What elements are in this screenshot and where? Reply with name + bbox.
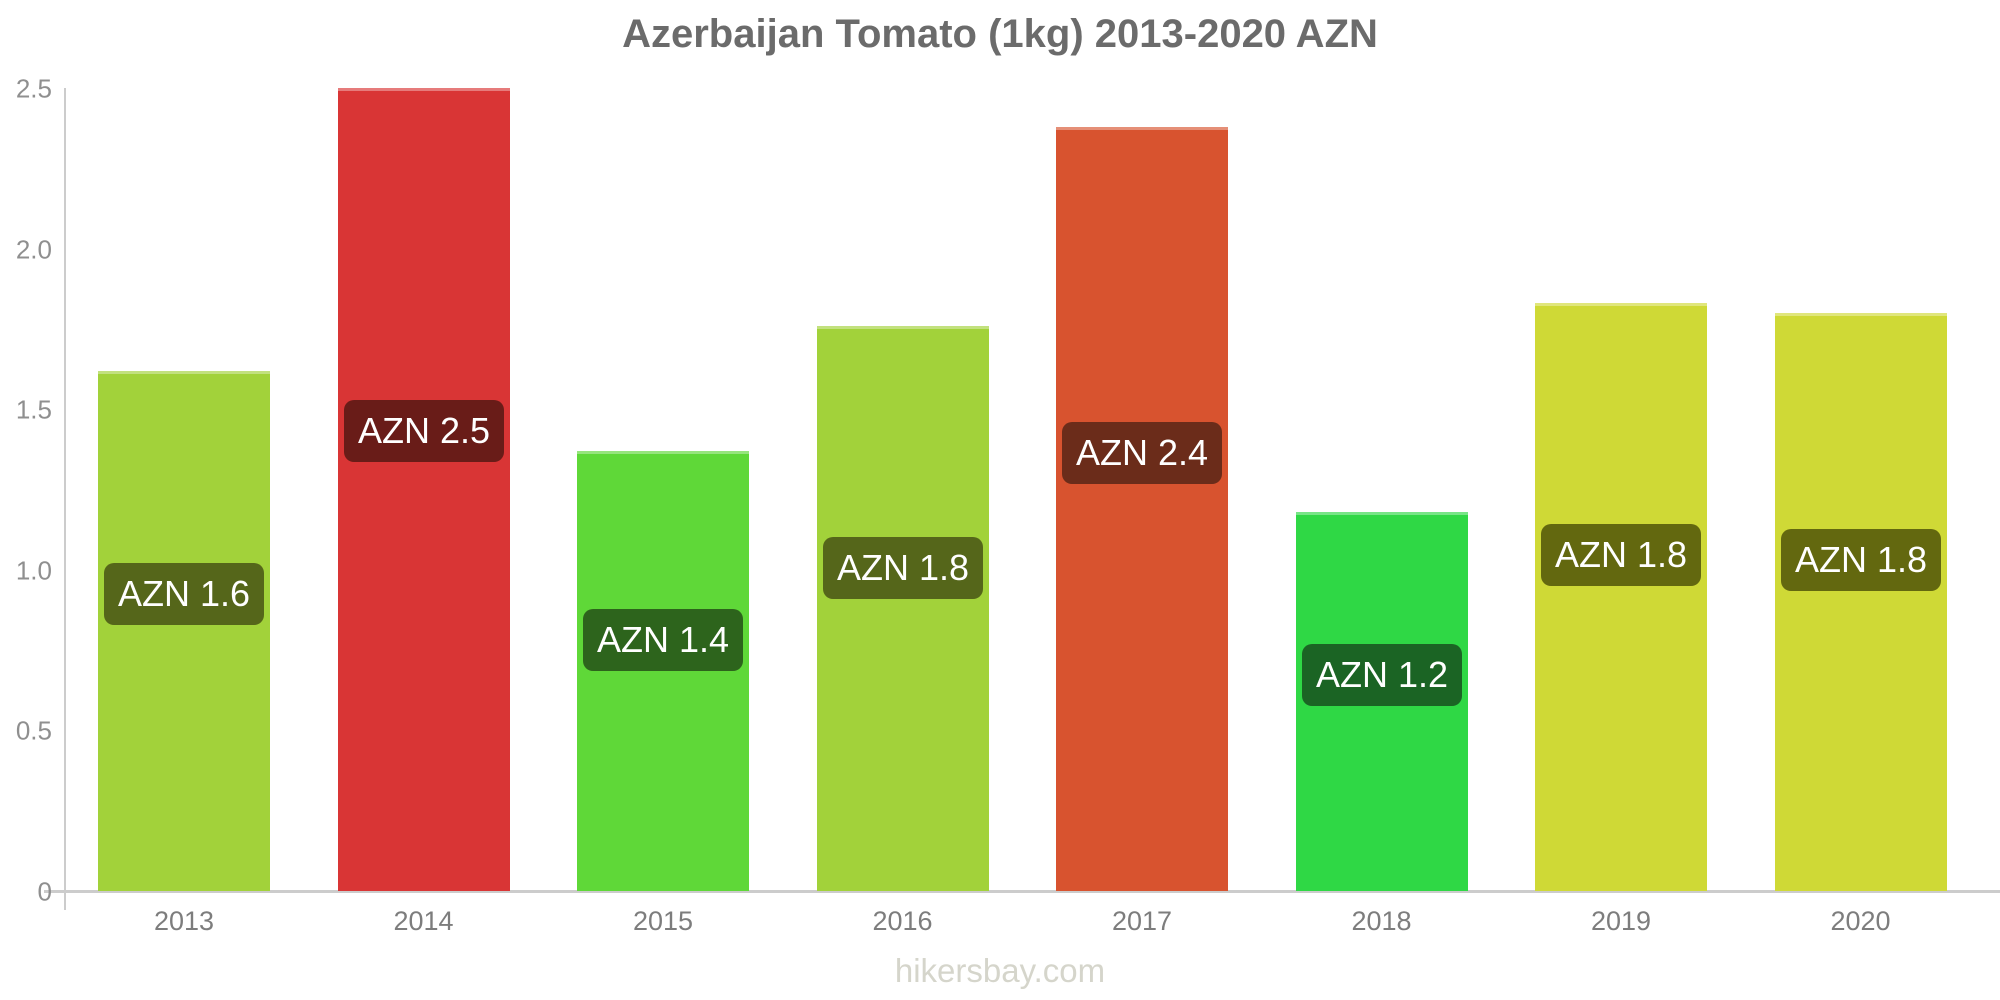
bar-value-badge: AZN 1.8 bbox=[1541, 523, 1701, 586]
bar-2016: AZN 1.8 bbox=[817, 326, 989, 891]
bar-value-badge: AZN 1.8 bbox=[1781, 529, 1941, 592]
y-tick-label: 0.5 bbox=[15, 715, 52, 746]
bar-2015: AZN 1.4 bbox=[577, 451, 749, 891]
bar-value-badge: AZN 1.4 bbox=[583, 608, 743, 671]
bar-value-badge: AZN 2.4 bbox=[1062, 422, 1222, 485]
x-tick-label: 2017 bbox=[1111, 906, 1173, 936]
footer-watermark: hikersbay.com bbox=[894, 952, 1106, 989]
x-tick-label: 2018 bbox=[1351, 906, 1412, 936]
x-tick-label: 2016 bbox=[872, 906, 933, 936]
y-axis-line bbox=[64, 88, 66, 910]
x-tick-label: 2019 bbox=[1590, 906, 1652, 936]
y-tick-label: 1.0 bbox=[15, 555, 52, 586]
x-tick-label: 2013 bbox=[153, 906, 215, 936]
bar-value-badge: AZN 1.8 bbox=[823, 536, 983, 599]
y-tick-label: 1.5 bbox=[15, 394, 52, 425]
chart-title: Azerbaijan Tomato (1kg) 2013-2020 AZN bbox=[622, 12, 1378, 56]
bar-2020: AZN 1.8 bbox=[1775, 313, 1947, 891]
bar-2017: AZN 2.4 bbox=[1056, 127, 1228, 891]
bar-2018: AZN 1.2 bbox=[1296, 512, 1468, 891]
x-tick-label: 2020 bbox=[1830, 906, 1891, 936]
bar-2014: AZN 2.5 bbox=[338, 88, 510, 891]
bar-value-badge: AZN 1.2 bbox=[1302, 643, 1462, 706]
x-tick-label: 2015 bbox=[632, 906, 694, 936]
bar-2019: AZN 1.8 bbox=[1535, 303, 1707, 891]
zero-tick-mark bbox=[44, 890, 64, 893]
bar-value-badge: AZN 2.5 bbox=[344, 400, 504, 462]
y-tick-label: 0 bbox=[37, 876, 52, 907]
bar-2013: AZN 1.6 bbox=[98, 371, 270, 891]
bar-value-badge: AZN 1.6 bbox=[104, 562, 264, 625]
y-tick-label: 2.0 bbox=[15, 234, 52, 265]
x-tick-label: 2014 bbox=[393, 906, 454, 936]
y-tick-label: 2.5 bbox=[15, 73, 52, 104]
x-axis-line bbox=[64, 890, 2000, 893]
